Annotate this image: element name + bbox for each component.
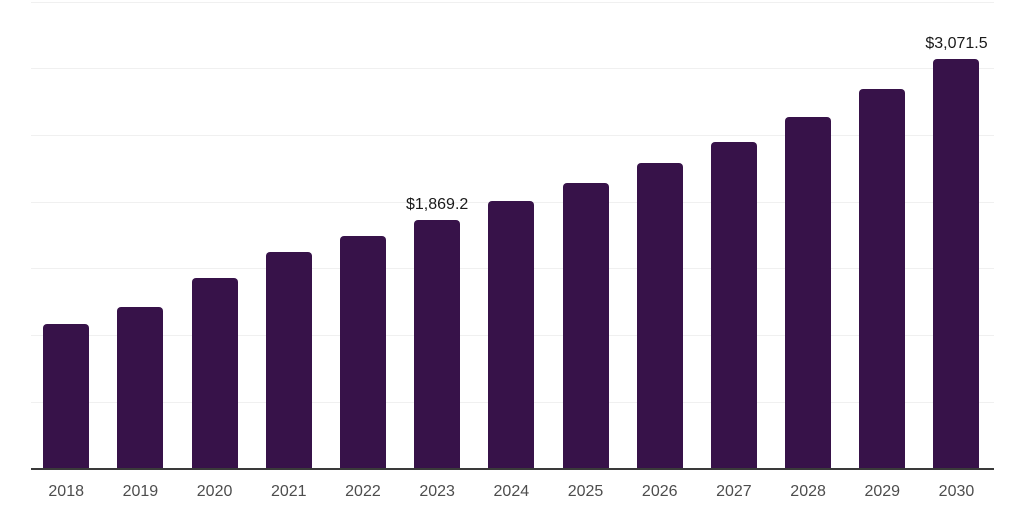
x-tick-label-2020: 2020 bbox=[196, 483, 233, 500]
data-label-2023: $1,869.2 bbox=[406, 195, 469, 213]
x-tick-label-2022: 2022 bbox=[345, 483, 381, 500]
bar-2028 bbox=[785, 116, 832, 469]
bar-2020 bbox=[191, 278, 238, 469]
x-tick-label-2019: 2019 bbox=[122, 483, 159, 500]
x-tick-label-2023: 2023 bbox=[419, 483, 455, 500]
gridline-3500 bbox=[31, 1, 994, 3]
bar-2019 bbox=[117, 306, 164, 469]
bar-2026 bbox=[636, 163, 683, 469]
x-tick-label-2030: 2030 bbox=[938, 483, 975, 500]
x-tick-label-2028: 2028 bbox=[790, 483, 826, 500]
bar-2025 bbox=[562, 183, 609, 469]
plot-area: $1,869.2 $3,071.5 bbox=[31, 1, 994, 470]
x-tick-label-2026: 2026 bbox=[641, 483, 678, 500]
gridline-2500 bbox=[31, 134, 994, 136]
x-tick-label-2025: 2025 bbox=[567, 483, 604, 500]
x-tick-label-2018: 2018 bbox=[48, 483, 84, 500]
bar-2029 bbox=[859, 88, 906, 469]
bar-2030 bbox=[933, 59, 980, 469]
bar-2018 bbox=[43, 323, 90, 469]
bar-2021 bbox=[265, 251, 312, 469]
x-tick-label-2029: 2029 bbox=[864, 483, 901, 500]
bar-2027 bbox=[710, 142, 757, 469]
bar-2022 bbox=[339, 235, 386, 469]
x-tick-label-2027: 2027 bbox=[716, 483, 752, 500]
x-axis-line bbox=[31, 468, 994, 470]
x-tick-label-2021: 2021 bbox=[270, 483, 307, 500]
data-label-2030: $3,071.5 bbox=[925, 35, 988, 53]
bar-2023 bbox=[414, 219, 461, 469]
gridline-3000 bbox=[31, 68, 994, 70]
bar-2024 bbox=[488, 201, 535, 469]
x-tick-label-2024: 2024 bbox=[493, 483, 530, 500]
